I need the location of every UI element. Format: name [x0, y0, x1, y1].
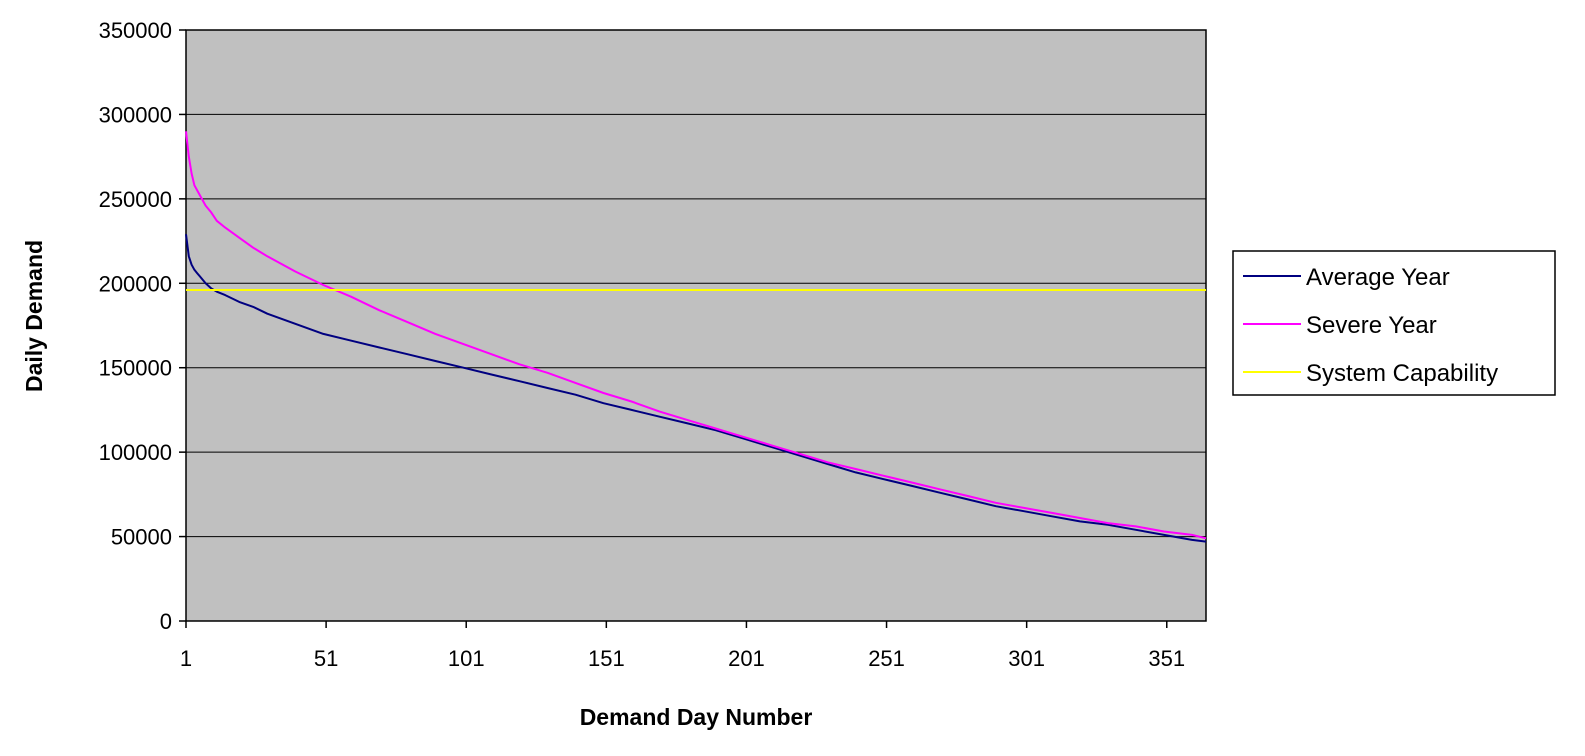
y-tick-label: 50000: [111, 525, 172, 550]
x-tick-label: 101: [448, 646, 485, 671]
x-tick-label: 1: [180, 646, 192, 671]
gridlines: [186, 113, 1206, 538]
x-tick-label: 351: [1148, 646, 1185, 671]
y-tick-label: 100000: [99, 440, 172, 465]
x-tick-label: 201: [728, 646, 765, 671]
legend-label-system-capability: System Capability: [1306, 360, 1498, 387]
x-tick-label: 151: [588, 646, 625, 671]
legend: Average Year Severe Year System Capability: [1232, 250, 1556, 396]
x-tick-label: 301: [1008, 646, 1045, 671]
y-tick-label: 250000: [99, 187, 172, 212]
series-lines: [185, 131, 1207, 543]
series-line-severe-year: [185, 131, 1207, 540]
axes: 0 50000 100000 150000 200000 250000 300000 3500…: [99, 18, 1186, 671]
y-axis-title: Daily Demand: [21, 240, 47, 392]
x-tick-label: 251: [868, 646, 905, 671]
y-tick-label: 300000: [99, 102, 172, 127]
y-tick-label: 200000: [99, 271, 172, 296]
x-tick-label: 51: [314, 646, 338, 671]
y-tick-label: 150000: [99, 356, 172, 381]
y-tick-label: 350000: [99, 18, 172, 43]
plot-area: [185, 29, 1207, 622]
legend-label-severe-year: Severe Year: [1306, 312, 1437, 339]
y-tick-label: 0: [160, 609, 172, 634]
legend-label-average-year: Average Year: [1306, 264, 1450, 291]
x-axis-title: Demand Day Number: [580, 704, 813, 730]
